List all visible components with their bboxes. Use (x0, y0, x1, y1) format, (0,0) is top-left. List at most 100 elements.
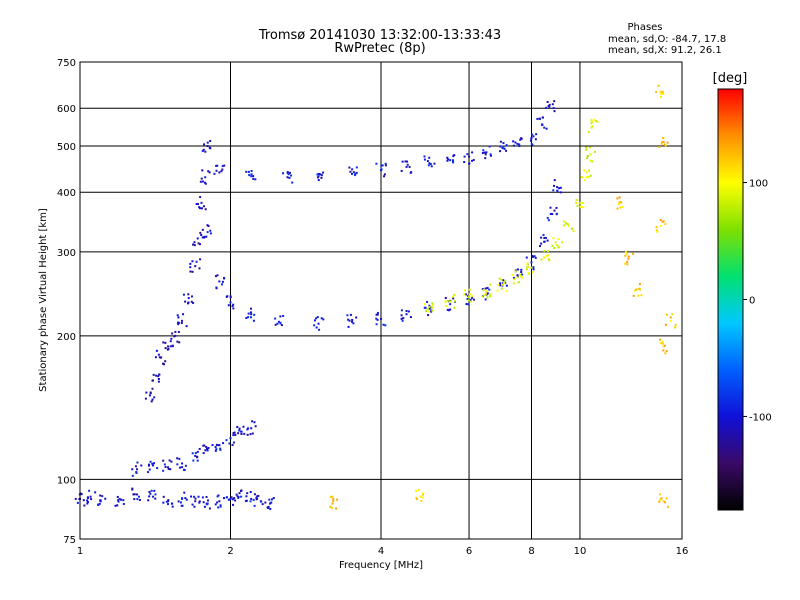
data-point (532, 266, 535, 269)
data-point (516, 268, 519, 271)
data-point (624, 254, 627, 257)
data-point (202, 444, 205, 447)
data-point (463, 293, 466, 296)
data-point (317, 322, 320, 325)
data-point (252, 319, 255, 322)
data-point (419, 495, 422, 498)
data-point (171, 332, 174, 335)
data-point (519, 275, 522, 278)
plot-area: 1 2 4 6 8 10 16 75 100 200 300 400 500 600 750 (57, 58, 688, 557)
data-point (236, 426, 239, 429)
data-point (501, 147, 504, 150)
data-point (98, 502, 101, 505)
data-point (179, 501, 182, 504)
data-point (659, 493, 662, 496)
data-point (78, 498, 81, 501)
data-point (178, 341, 181, 344)
data-point (133, 498, 136, 501)
data-point (468, 162, 471, 165)
data-point (255, 497, 258, 500)
data-point (82, 499, 85, 502)
data-point (589, 174, 592, 177)
data-point (618, 196, 621, 199)
data-point (332, 498, 335, 501)
data-point (665, 350, 668, 353)
data-point (447, 309, 450, 312)
data-point (145, 391, 148, 394)
data-point (194, 265, 197, 268)
data-point (540, 258, 543, 261)
data-point (498, 277, 501, 280)
data-point (556, 186, 559, 189)
data-point (171, 502, 174, 505)
data-point (504, 280, 507, 283)
data-point (558, 246, 561, 249)
data-point (580, 176, 583, 179)
data-point (194, 454, 197, 457)
data-point (430, 310, 433, 313)
data-point (153, 489, 156, 492)
data-point (122, 502, 125, 505)
data-point (553, 184, 556, 187)
data-point (261, 503, 264, 506)
data-point (148, 468, 151, 471)
data-point (208, 507, 211, 510)
data-point (426, 307, 429, 310)
x-tick-label: 2 (227, 546, 233, 557)
data-point (380, 168, 383, 171)
data-point (667, 505, 670, 508)
data-point (661, 342, 664, 345)
data-point (596, 120, 599, 123)
data-point (213, 172, 216, 175)
data-point (200, 233, 203, 236)
data-point (184, 497, 187, 500)
data-point (251, 432, 254, 435)
data-point (552, 237, 555, 240)
data-point (164, 341, 167, 344)
data-point (444, 296, 447, 299)
data-point (661, 91, 664, 94)
data-point (216, 274, 219, 277)
data-point (405, 165, 408, 168)
data-point (179, 466, 182, 469)
data-point (381, 164, 384, 167)
data-point (286, 172, 289, 175)
data-point (173, 335, 176, 338)
data-point (535, 133, 538, 136)
data-point (401, 160, 404, 163)
data-point (164, 347, 167, 350)
data-point (264, 501, 267, 504)
y-tick-label: 500 (57, 142, 76, 153)
chart-subtitle: RwPretec (8p) (334, 41, 425, 56)
data-point (588, 146, 591, 149)
x-tick-label: 8 (528, 546, 534, 557)
data-point (553, 209, 556, 212)
data-point (566, 223, 569, 226)
data-point (572, 230, 575, 233)
data-point (167, 499, 170, 502)
data-point (199, 258, 202, 261)
data-point (530, 138, 533, 141)
data-point (662, 140, 665, 143)
data-point (428, 305, 431, 308)
data-point (205, 445, 208, 448)
data-point (627, 257, 630, 260)
data-point (405, 313, 408, 316)
data-point (198, 500, 201, 503)
plot-border (79, 61, 683, 540)
data-point (656, 230, 659, 233)
data-point (225, 496, 228, 499)
data-point (553, 179, 556, 182)
data-point (346, 314, 349, 317)
data-point (659, 224, 662, 227)
data-point (423, 155, 426, 158)
data-point (198, 206, 201, 209)
data-point (589, 159, 592, 162)
data-point (167, 345, 170, 348)
data-point (575, 201, 578, 204)
data-point (470, 295, 473, 298)
data-point (221, 280, 224, 283)
data-point (132, 493, 135, 496)
data-point (247, 427, 250, 430)
data-point (136, 498, 139, 501)
